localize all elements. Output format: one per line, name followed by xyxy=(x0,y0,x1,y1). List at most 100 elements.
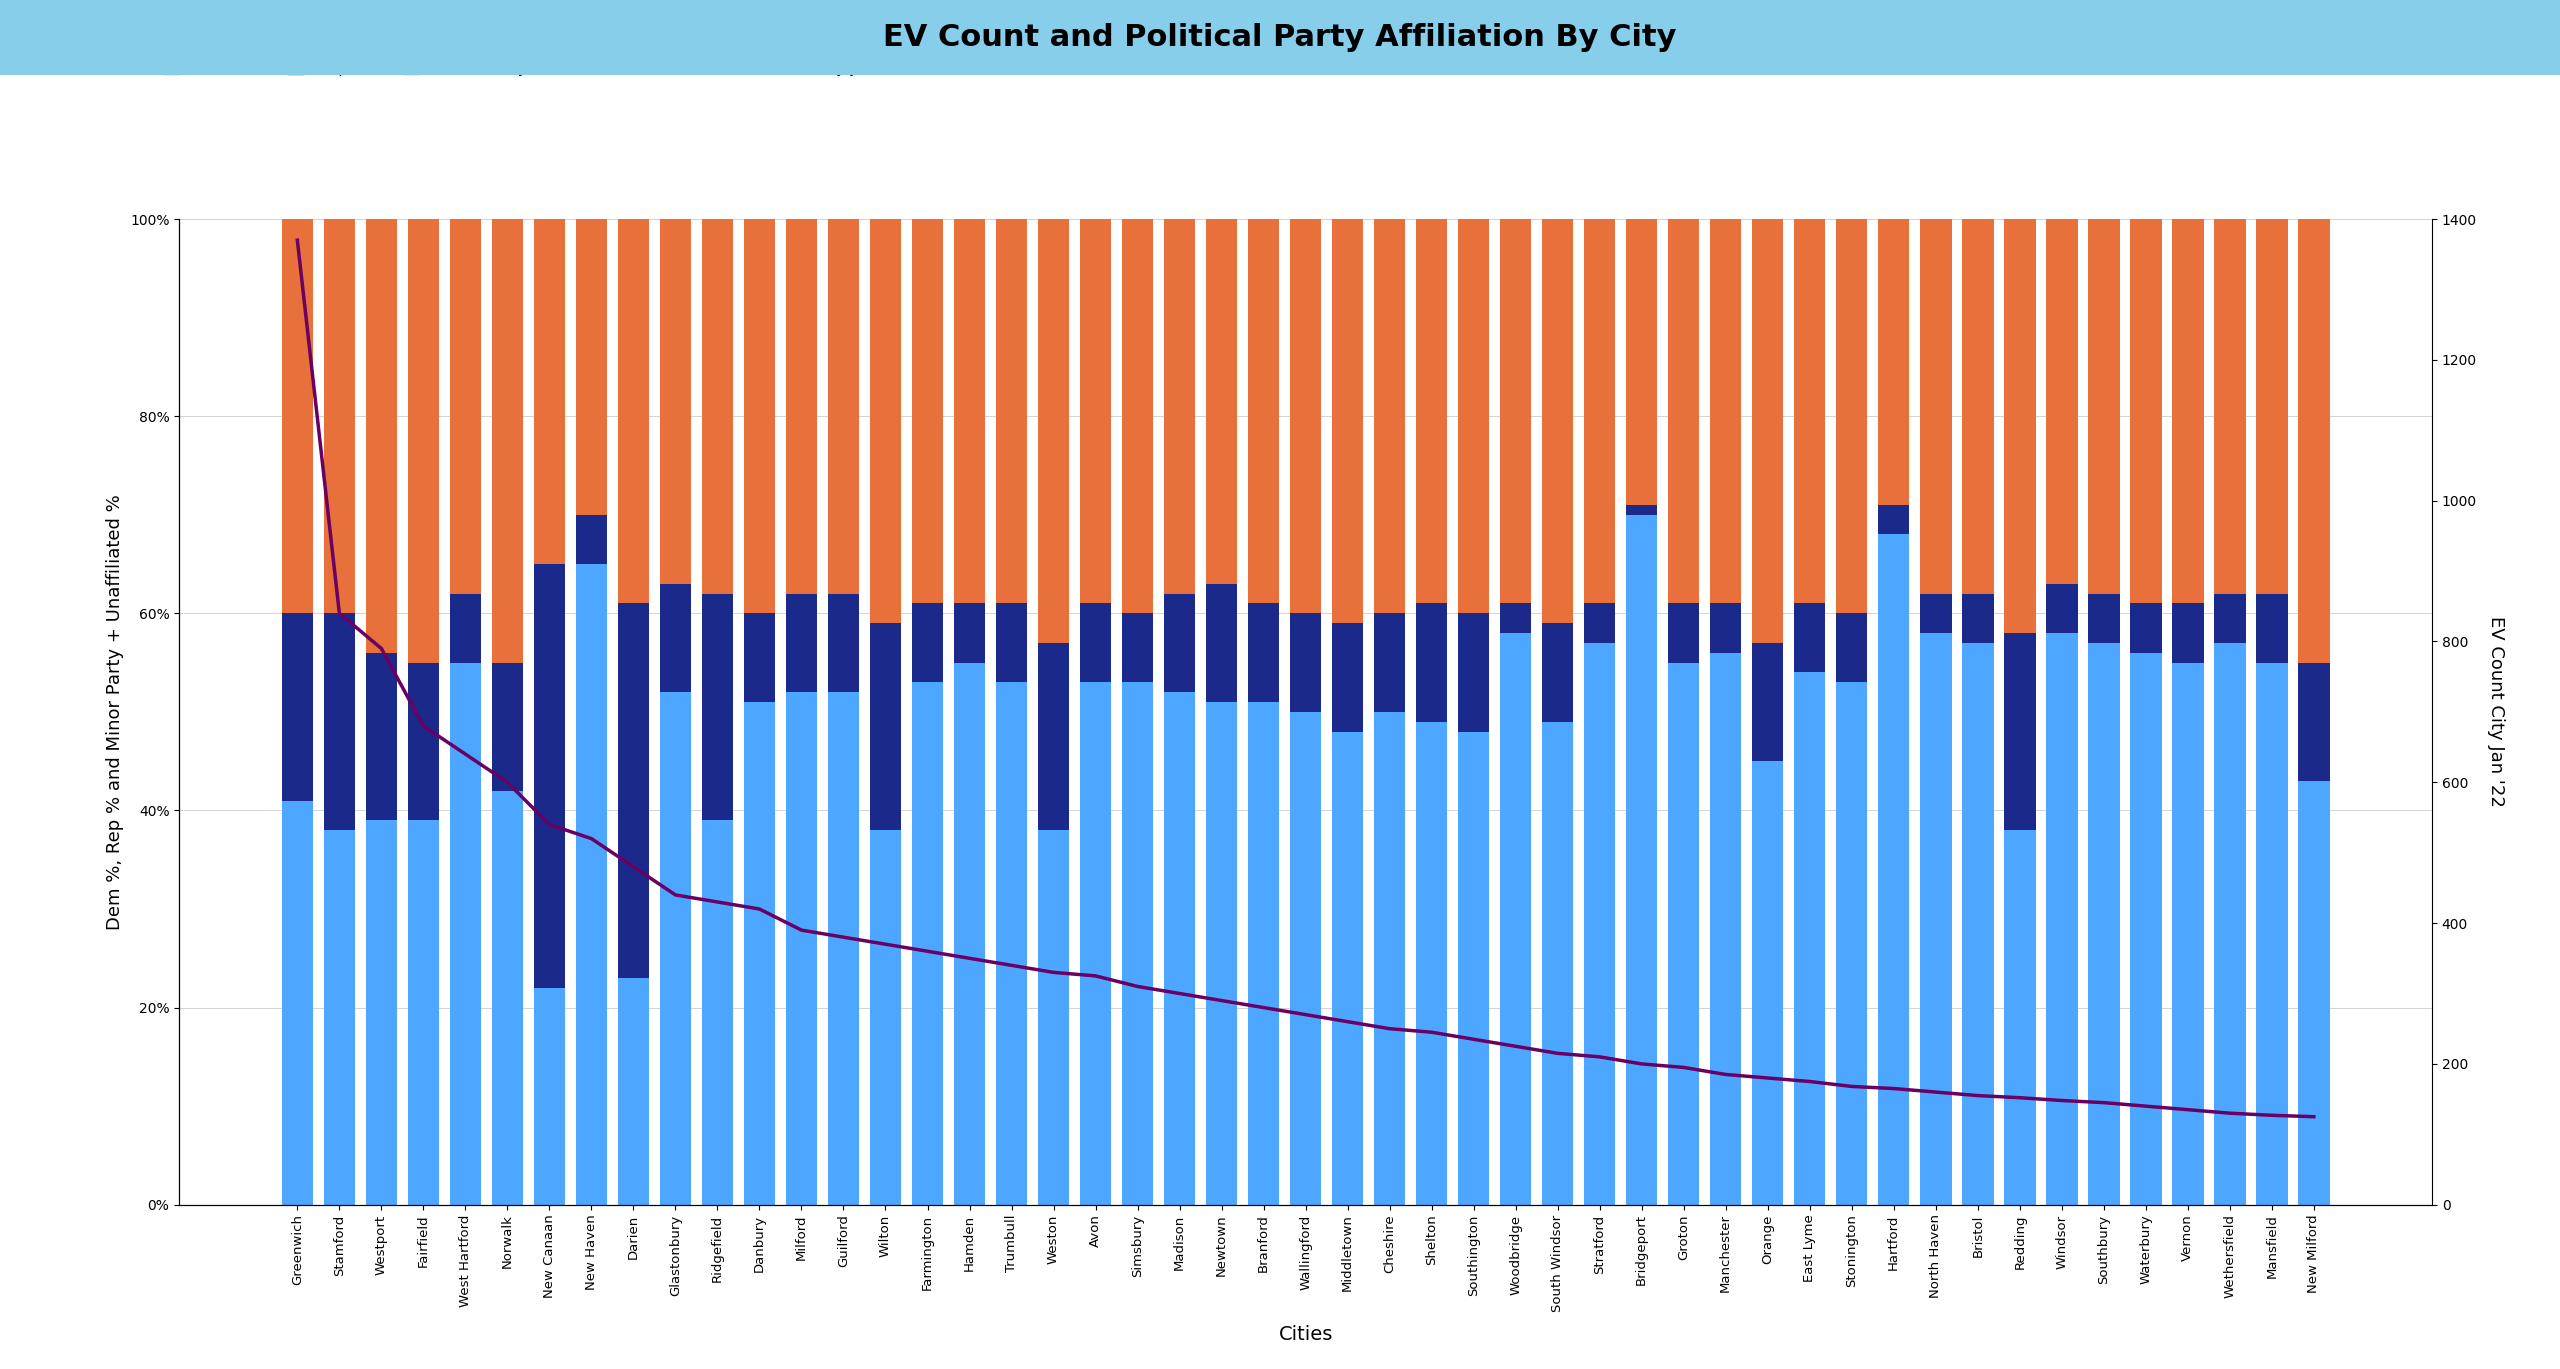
Bar xyxy=(660,693,691,1205)
Legend: Dem %, Rep %, Minor Party + Unaffiliated %, EV Count City Jan '22: Dem %, Rep %, Minor Party + Unaffiliated… xyxy=(156,52,914,82)
Bar xyxy=(1961,594,1994,643)
Bar xyxy=(1037,219,1070,643)
Bar xyxy=(1080,604,1111,682)
Bar xyxy=(996,219,1027,604)
Bar xyxy=(955,219,986,604)
Bar xyxy=(1500,632,1531,1205)
Bar xyxy=(1920,594,1951,632)
Bar xyxy=(1457,731,1490,1205)
Bar xyxy=(1121,682,1155,1205)
Bar xyxy=(1585,604,1615,643)
Bar xyxy=(1247,219,1280,604)
Y-axis label: EV Count City Jan '22: EV Count City Jan '22 xyxy=(2486,616,2504,808)
Bar xyxy=(2255,663,2289,1205)
Bar xyxy=(911,682,942,1205)
Bar xyxy=(1375,712,1405,1205)
Bar xyxy=(1331,219,1364,623)
Bar xyxy=(2299,780,2330,1205)
Bar xyxy=(1037,830,1070,1205)
Bar xyxy=(2255,219,2289,594)
Bar xyxy=(1037,643,1070,830)
Bar xyxy=(1375,613,1405,712)
Bar xyxy=(282,613,312,801)
Bar xyxy=(1541,721,1574,1205)
Bar xyxy=(745,219,776,613)
Bar xyxy=(1751,761,1784,1205)
Y-axis label: Dem %, Rep % and Minor Party + Unaffiliated %: Dem %, Rep % and Minor Party + Unaffilia… xyxy=(108,494,125,930)
Bar xyxy=(1836,613,1866,682)
Bar xyxy=(366,653,397,820)
Bar xyxy=(870,219,901,623)
Bar xyxy=(1879,505,1910,534)
Bar xyxy=(1457,219,1490,613)
Bar xyxy=(1500,219,1531,604)
Bar xyxy=(1585,643,1615,1205)
Bar xyxy=(701,594,732,820)
Bar xyxy=(1080,219,1111,604)
Bar xyxy=(1836,219,1866,613)
Bar xyxy=(1290,219,1321,613)
Bar xyxy=(2130,604,2161,653)
Bar xyxy=(1165,219,1196,594)
Bar xyxy=(1080,682,1111,1205)
Bar xyxy=(2255,594,2289,663)
Bar xyxy=(1206,583,1236,702)
Bar xyxy=(407,663,440,820)
Bar xyxy=(1416,604,1446,721)
Bar xyxy=(827,594,860,693)
Bar xyxy=(2214,594,2245,643)
Bar xyxy=(1247,604,1280,702)
Bar xyxy=(1795,604,1825,672)
Bar xyxy=(1836,682,1866,1205)
Text: EV Count and Political Party Affiliation By City: EV Count and Political Party Affiliation… xyxy=(883,23,1677,52)
Bar xyxy=(1751,643,1784,761)
Bar xyxy=(911,219,942,604)
Bar xyxy=(2089,594,2120,643)
Bar xyxy=(1206,702,1236,1205)
Bar xyxy=(827,219,860,594)
Bar xyxy=(1457,613,1490,731)
Bar xyxy=(576,515,607,564)
Bar xyxy=(1121,219,1155,613)
Bar xyxy=(323,830,356,1205)
Bar xyxy=(870,830,901,1205)
Bar xyxy=(2214,219,2245,594)
Bar xyxy=(745,613,776,702)
Bar xyxy=(1669,604,1700,663)
Bar xyxy=(1795,672,1825,1205)
Bar xyxy=(323,613,356,830)
Bar xyxy=(2299,219,2330,663)
Bar xyxy=(2171,604,2204,663)
Bar xyxy=(323,219,356,613)
Bar xyxy=(492,663,522,791)
Bar xyxy=(1290,712,1321,1205)
Bar xyxy=(366,219,397,653)
Bar xyxy=(1331,731,1364,1205)
Bar xyxy=(745,702,776,1205)
Bar xyxy=(1751,219,1784,643)
Bar xyxy=(2214,643,2245,1205)
Bar xyxy=(1669,663,1700,1205)
Bar xyxy=(617,219,650,604)
Bar xyxy=(532,564,566,988)
Bar xyxy=(451,663,481,1205)
Bar xyxy=(1626,515,1656,1205)
Bar xyxy=(786,219,817,594)
Bar xyxy=(701,820,732,1205)
Bar xyxy=(1626,505,1656,515)
Bar xyxy=(1710,653,1741,1205)
Bar xyxy=(492,791,522,1205)
Bar xyxy=(955,604,986,663)
Bar xyxy=(870,623,901,830)
Bar xyxy=(1669,219,1700,604)
Bar xyxy=(2130,219,2161,604)
Bar xyxy=(576,219,607,515)
Bar xyxy=(451,594,481,663)
Bar xyxy=(2045,219,2079,583)
Bar xyxy=(2004,632,2035,830)
Bar xyxy=(1920,632,1951,1205)
Bar xyxy=(282,219,312,613)
Bar xyxy=(1879,534,1910,1205)
Bar xyxy=(1500,604,1531,632)
Bar xyxy=(1416,721,1446,1205)
